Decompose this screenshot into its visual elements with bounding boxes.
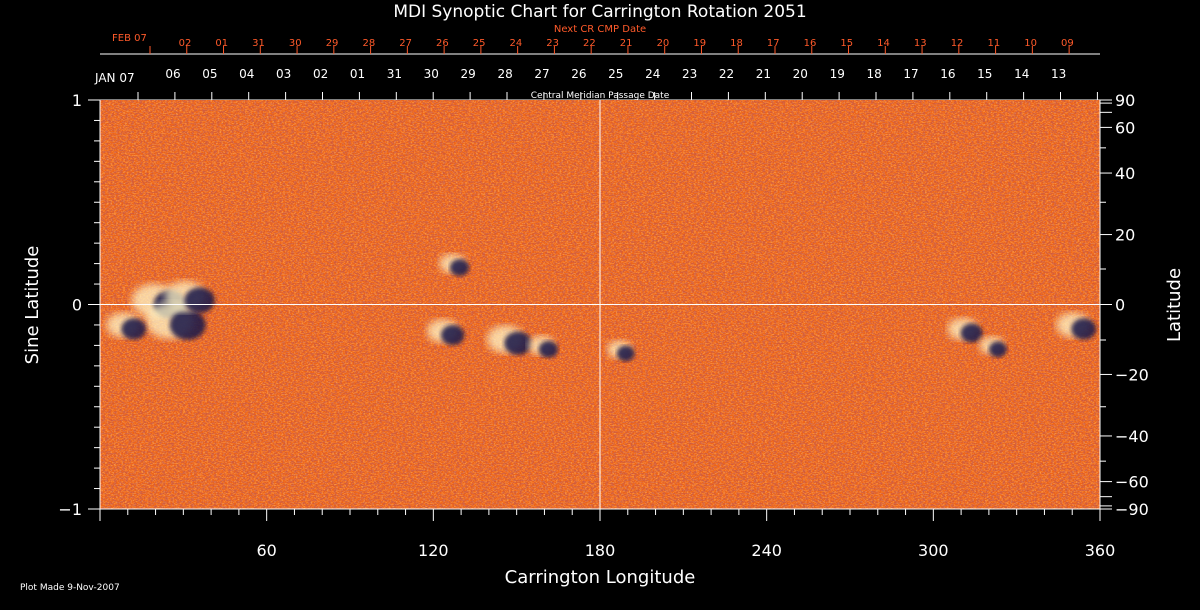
cmp-date-label: 20	[793, 67, 808, 81]
active-region-negative	[449, 259, 470, 276]
next-cr-date-label: 28	[362, 38, 375, 49]
cmp-date-label: 22	[719, 67, 734, 81]
next-cr-date-label: 12	[951, 38, 964, 49]
cmp-date-label: 01	[350, 67, 365, 81]
next-cr-date-label: 15	[840, 38, 853, 49]
next-cr-date-ticks: 02 01 31 30 29 28 27 26 25 24 23 22 21 20 19 18 17 16 15 14…	[149, 38, 1074, 54]
cmp-date-label: 27	[534, 67, 549, 81]
x-tick-label: 240	[751, 541, 782, 560]
active-region-negative	[184, 287, 215, 314]
cmp-date-label: 30	[424, 67, 439, 81]
y-axis-left-title: Sine Latitude	[22, 246, 43, 365]
next-cr-date-label: 19	[693, 38, 706, 49]
next-cr-date-label: 01	[215, 38, 228, 49]
y-right-tick-label: −40	[1115, 427, 1149, 446]
y-right-tick-label: 90	[1115, 91, 1135, 110]
y-right-tick-label: 20	[1115, 226, 1135, 245]
y-axis-left: −1 0 1	[58, 91, 101, 519]
cmp-date-label: 19	[830, 67, 845, 81]
next-cr-date-label: 20	[657, 38, 670, 49]
active-region-negative	[989, 341, 1007, 358]
magnetogram-plot	[100, 100, 1100, 509]
active-region-negative	[538, 341, 559, 358]
cmp-date-label: 06	[165, 67, 180, 81]
active-region-negative	[441, 325, 465, 346]
plot-made-note: Plot Made 9-Nov-2007	[20, 583, 120, 593]
y-right-tick-label: 0	[1115, 296, 1125, 315]
x-tick-label: 180	[585, 541, 616, 560]
y-right-tick-label: −90	[1115, 500, 1149, 519]
active-region-negative	[169, 309, 206, 340]
cmp-date-label: 31	[387, 67, 402, 81]
next-cr-date-label: 30	[289, 38, 302, 49]
y-left-tick-label: 1	[72, 91, 82, 110]
next-cr-start-label: FEB 07	[112, 33, 147, 44]
x-axis: 60 120 180 240 300 360	[99, 508, 1116, 560]
next-cr-date-label: 11	[987, 38, 1000, 49]
next-cr-date-label: 24	[510, 38, 523, 49]
y-right-tick-label: −60	[1115, 473, 1149, 492]
y-right-tick-label: 60	[1115, 118, 1135, 137]
next-cr-title: Next CR CMP Date	[554, 24, 646, 35]
cmp-date-label: 14	[1014, 67, 1029, 81]
next-cr-date-label: 18	[730, 38, 743, 49]
active-region-negative	[121, 318, 147, 340]
next-cr-date-label: 26	[436, 38, 449, 49]
x-tick-label: 120	[418, 541, 449, 560]
cmp-date-ticks: 06 05 04 03 02 01 31 30 29 28 27 26 25 24 23 22 21 20 19 18…	[137, 67, 1098, 100]
active-regions	[106, 254, 1097, 362]
next-cr-date-label: 29	[326, 38, 339, 49]
next-cr-date-label: 10	[1024, 38, 1037, 49]
cmp-axis-title: Central Meridian Passage Date	[531, 91, 670, 101]
cmp-date-label: 13	[1051, 67, 1066, 81]
cmp-date-label: 29	[461, 67, 476, 81]
next-cr-date-label: 09	[1061, 38, 1074, 49]
active-region-negative	[616, 345, 635, 362]
cmp-date-label: 17	[903, 67, 918, 81]
next-cr-date-label: 22	[583, 38, 596, 49]
cmp-date-label: 18	[866, 67, 881, 81]
x-tick-label: 60	[256, 541, 276, 560]
next-cr-date-label: 16	[804, 38, 817, 49]
cmp-date-label: 16	[940, 67, 955, 81]
x-tick-label: 360	[1085, 541, 1116, 560]
cmp-date-label: 23	[682, 67, 697, 81]
x-axis-title: Carrington Longitude	[505, 567, 696, 588]
next-cr-date-label: 31	[252, 38, 265, 49]
next-cr-date-label: 02	[179, 38, 192, 49]
cmp-date-label: 15	[977, 67, 992, 81]
cmp-date-label: 03	[276, 67, 291, 81]
y-axis-right: 90 60 40 20 0 −20 −40 −60 −90	[1099, 91, 1149, 519]
y-left-tick-label: −1	[58, 500, 82, 519]
cmp-date-label: 02	[313, 67, 328, 81]
cmp-date-label: 04	[239, 67, 254, 81]
cmp-date-label: 28	[497, 67, 512, 81]
next-cr-date-label: 25	[473, 38, 486, 49]
next-cr-axis: Next CR CMP Date FEB 07 02 01 31 30 29 28 27 26…	[100, 24, 1100, 55]
y-right-tick-label: −20	[1115, 365, 1149, 384]
next-cr-date-label: 23	[546, 38, 559, 49]
active-region-negative	[1071, 318, 1097, 340]
x-tick-label: 300	[918, 541, 949, 560]
cmp-date-label: 21	[756, 67, 771, 81]
y-axis-right-title: Latitude	[1164, 268, 1185, 342]
next-cr-date-label: 13	[914, 38, 927, 49]
y-left-tick-label: 0	[72, 296, 82, 315]
active-region-negative	[504, 331, 532, 355]
active-region-negative	[960, 323, 983, 343]
cmp-date-label: 26	[571, 67, 586, 81]
cmp-date-label: 24	[645, 67, 660, 81]
y-right-tick-label: 40	[1115, 164, 1135, 183]
cmp-axis: JAN 07 Central Meridian Passage Date 06 0…	[94, 67, 1100, 101]
cmp-date-label: 05	[202, 67, 217, 81]
next-cr-date-label: 14	[877, 38, 890, 49]
next-cr-date-label: 17	[767, 38, 780, 49]
chart-title: MDI Synoptic Chart for Carrington Rotati…	[393, 2, 806, 22]
cmp-date-label: 25	[608, 67, 623, 81]
next-cr-date-label: 27	[399, 38, 412, 49]
cmp-start-label: JAN 07	[94, 71, 135, 85]
next-cr-date-label: 21	[620, 38, 633, 49]
